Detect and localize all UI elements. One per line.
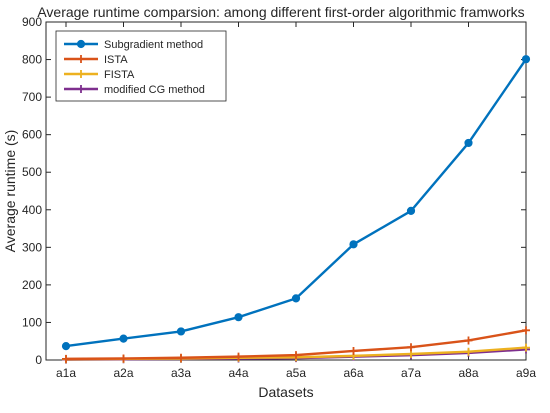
x-tick-label: a9a <box>516 366 536 380</box>
data-point-fista <box>464 347 473 356</box>
data-point-ista <box>62 354 70 363</box>
data-point-fista <box>522 343 530 352</box>
data-point-ista <box>522 326 530 335</box>
legend-marker-modified-cg-method <box>77 85 85 93</box>
y-tick-label: 800 <box>22 53 42 67</box>
legend-label-subgradient-method: Subgradient method <box>104 39 203 51</box>
data-point-subgradient-method <box>234 313 243 322</box>
series-layer <box>61 55 531 364</box>
legend-label-ista: ISTA <box>104 54 128 66</box>
legend-entry-ista: ISTA <box>64 54 128 66</box>
data-point-ista <box>407 343 415 352</box>
legend-label-modified-cg-method: modified CG method <box>104 84 205 96</box>
x-tick-label: a6a <box>343 366 363 380</box>
data-point-ista <box>292 351 300 360</box>
data-point-subgradient-method <box>349 240 358 249</box>
data-point-subgradient-method <box>119 334 128 343</box>
data-point-subgradient-method <box>176 327 186 336</box>
y-tick-label: 300 <box>22 240 42 254</box>
series-subgradient-method <box>61 55 531 351</box>
data-point-ista <box>177 353 185 362</box>
y-axis: 0 100 200 300 400 500 600 700 800 900 <box>22 15 526 367</box>
data-point-subgradient-method <box>521 55 531 64</box>
legend-marker-fista <box>77 70 85 78</box>
data-point-subgradient-method <box>291 294 301 303</box>
legend-marker-ista <box>77 55 85 63</box>
x-tick-label: a4a <box>228 366 248 380</box>
legend-entry-fista: FISTA <box>64 69 135 81</box>
data-point-fista <box>407 349 415 358</box>
data-point-subgradient-method <box>406 206 416 216</box>
y-tick-label: 0 <box>35 353 42 367</box>
y-tick-label: 600 <box>22 128 42 142</box>
data-point-subgradient-method <box>61 342 71 351</box>
y-tick-label: 200 <box>22 278 42 292</box>
data-point-ista <box>119 354 128 363</box>
series-ista <box>62 326 530 363</box>
x-axis: a1a a2a a3a a4a a5a a6a a7a a8a a9a <box>56 22 536 380</box>
legend: Subgradient method ISTA FISTA modified CG m… <box>55 30 227 102</box>
x-tick-label: a7a <box>401 366 421 380</box>
x-tick-label: a1a <box>56 366 76 380</box>
x-tick-label: a8a <box>458 366 478 380</box>
y-axis-title: Average runtime (s) <box>2 130 18 253</box>
x-axis-title: Datasets <box>258 384 313 400</box>
y-tick-label: 900 <box>22 15 42 29</box>
data-point-ista <box>349 346 358 355</box>
y-tick-label: 400 <box>22 203 42 217</box>
x-tick-label: a3a <box>171 366 191 380</box>
x-tick-label: a5a <box>286 366 306 380</box>
data-point-subgradient-method <box>464 138 473 148</box>
data-point-ista <box>234 352 243 361</box>
y-tick-label: 100 <box>22 315 42 329</box>
chart-title: Average runtime comparsion: among differ… <box>37 4 524 20</box>
y-tick-label: 700 <box>22 90 42 104</box>
x-tick-label: a2a <box>113 366 133 380</box>
data-point-ista <box>464 336 473 345</box>
legend-entry-subgradient-method: Subgradient method <box>64 39 203 51</box>
y-tick-label: 500 <box>22 165 42 179</box>
legend-marker-subgradient-method <box>76 39 86 49</box>
legend-label-fista: FISTA <box>104 69 135 81</box>
legend-entry-modified-cg-method: modified CG method <box>64 84 205 96</box>
